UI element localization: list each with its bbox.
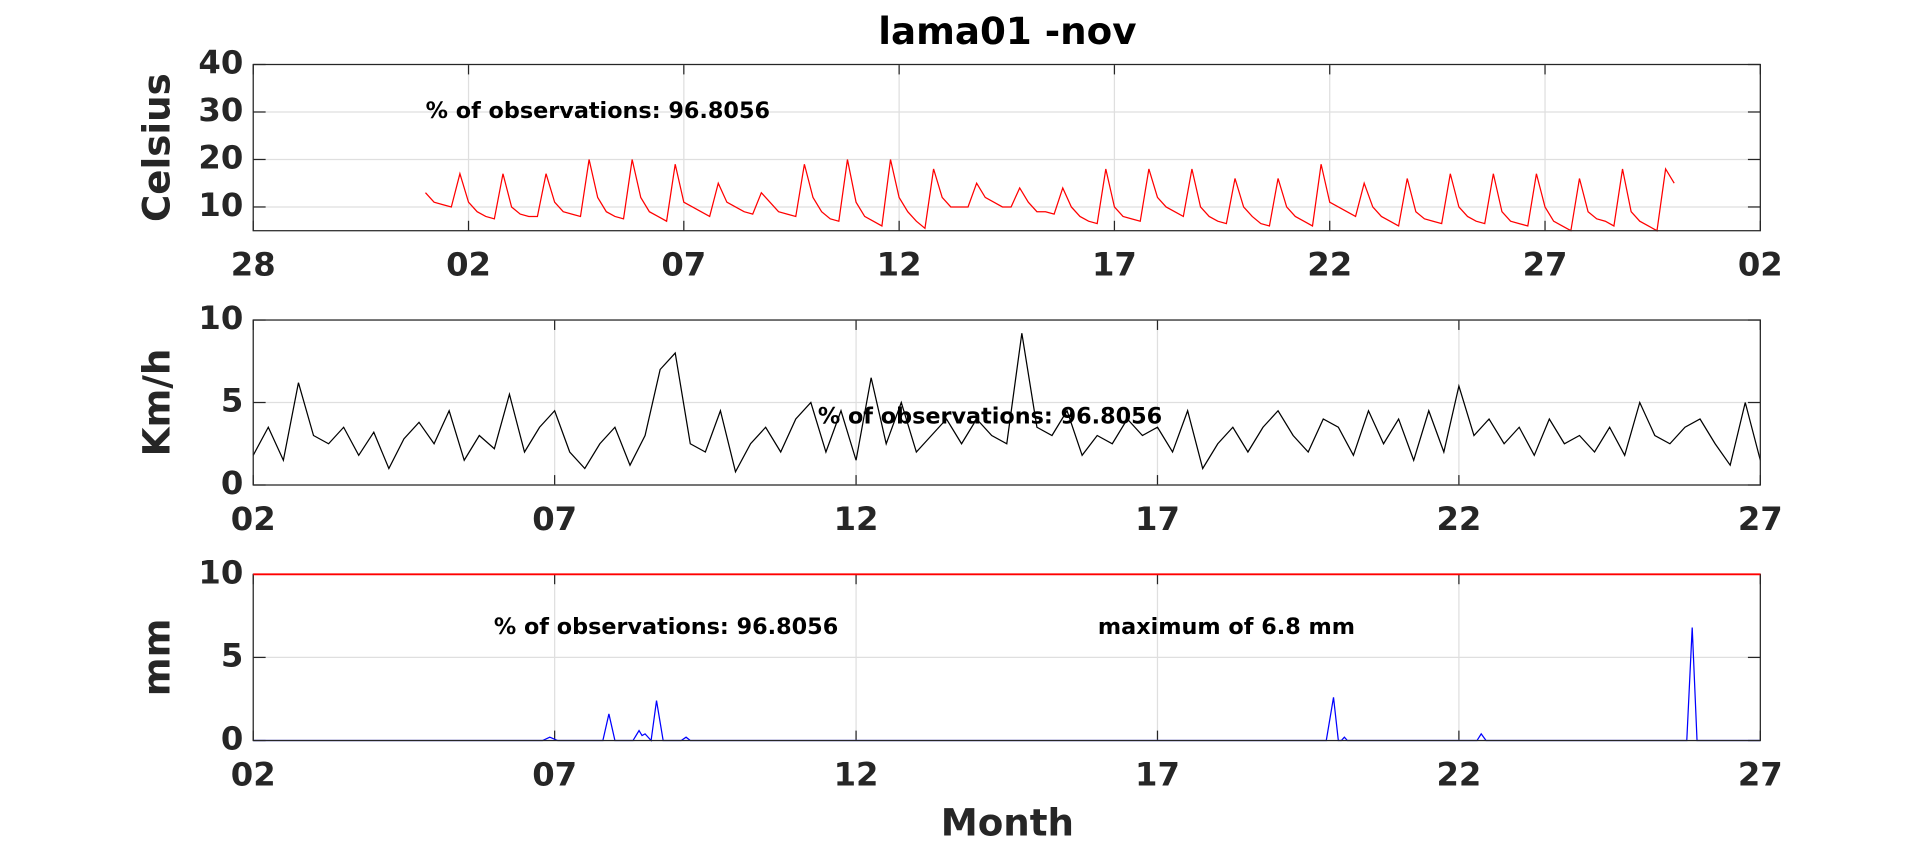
x-axis-label: Month xyxy=(941,800,1074,841)
annotation: maximum of 6.8 mm xyxy=(1098,614,1355,640)
x-tick-label: 22 xyxy=(1436,500,1481,538)
data-line xyxy=(425,159,1675,232)
x-tick-label: 12 xyxy=(834,500,879,538)
chart-title: lama01 -nov xyxy=(878,9,1136,53)
y-tick-label: 10 xyxy=(198,553,243,591)
annotation: % of observations: 96.8056 xyxy=(494,614,838,640)
y-tick-label: 10 xyxy=(198,186,243,224)
x-tick-label: 07 xyxy=(532,500,577,538)
x-tick-label: 27 xyxy=(1523,246,1568,284)
annotation: % of observations: 96.8056 xyxy=(818,403,1162,429)
x-tick-label: 07 xyxy=(532,755,577,793)
x-tick-label: 12 xyxy=(834,755,879,793)
x-tick-label: 27 xyxy=(1738,755,1783,793)
plot-frame xyxy=(252,319,1761,486)
y-axis-label: mm xyxy=(134,619,178,697)
plot-frame xyxy=(252,63,1761,232)
data-line xyxy=(253,627,1761,742)
plot-area xyxy=(253,64,1761,231)
x-tick-label: 02 xyxy=(231,755,276,793)
x-tick-label: 17 xyxy=(1092,246,1137,284)
x-tick-label: 17 xyxy=(1135,500,1180,538)
y-axis-label: Celsius xyxy=(134,73,178,222)
y-axis-label: Km/h xyxy=(134,349,178,457)
y-tick-label: 5 xyxy=(221,636,243,674)
y-tick-label: 5 xyxy=(221,382,243,420)
y-tick-label: 0 xyxy=(221,464,243,502)
y-tick-label: 40 xyxy=(198,44,243,82)
x-tick-label: 22 xyxy=(1436,755,1481,793)
x-tick-label: 02 xyxy=(446,246,491,284)
x-tick-label: 22 xyxy=(1307,246,1352,284)
x-tick-label: 07 xyxy=(661,246,706,284)
x-tick-label: 12 xyxy=(877,246,922,284)
y-tick-label: 0 xyxy=(221,720,243,758)
x-tick-label: 28 xyxy=(231,246,276,284)
x-tick-label: 27 xyxy=(1738,500,1783,538)
annotation: % of observations: 96.8056 xyxy=(426,98,770,124)
x-tick-label: 17 xyxy=(1135,755,1180,793)
y-tick-label: 10 xyxy=(198,299,243,337)
x-tick-label: 02 xyxy=(1738,246,1783,284)
data-line xyxy=(252,333,1761,474)
x-tick-label: 02 xyxy=(231,500,276,538)
y-tick-label: 20 xyxy=(198,138,243,176)
y-tick-label: 30 xyxy=(198,91,243,129)
